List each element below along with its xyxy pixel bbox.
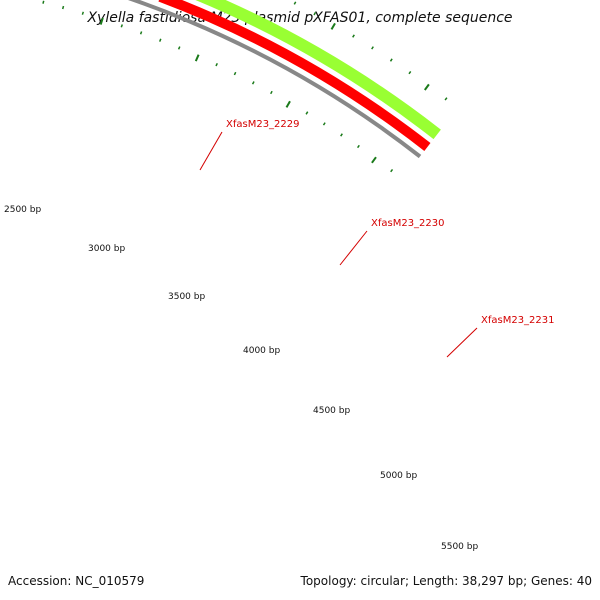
gene-label[interactable]: XfasM23_2231 (481, 315, 555, 326)
tick-mark (270, 90, 273, 95)
tick-mark (423, 83, 430, 91)
gene-leader-line (446, 327, 478, 358)
scale-label: 4500 bp (313, 406, 350, 416)
tick-mark (313, 12, 317, 16)
tick-mark (305, 111, 309, 115)
scale-label: 5000 bp (380, 471, 417, 481)
tick-mark (371, 156, 377, 164)
backbone-arc (127, 0, 422, 159)
tick-mark (330, 22, 336, 30)
tick-mark (233, 71, 237, 76)
tick-mark (81, 11, 85, 15)
tick-mark (293, 1, 297, 5)
reverse-gene-track (158, 0, 431, 151)
reverse-gene-arc[interactable] (158, 0, 431, 151)
accession-label: Accession: NC_010579 (8, 574, 145, 588)
tick-mark (408, 70, 412, 75)
tick-mark (194, 54, 200, 62)
tick-mark (340, 133, 343, 137)
topology-summary: Topology: circular; Length: 38,297 bp; G… (300, 574, 592, 588)
tick-mark (99, 17, 104, 25)
scale-label: 3000 bp (88, 244, 125, 254)
tick-mark (159, 38, 162, 42)
scale-labels: 2500 bp 3000 bp 3500 bp 4000 bp 4500 bp 5000 … (4, 205, 478, 552)
tick-mark (139, 31, 143, 35)
gene-leader-line (339, 230, 368, 266)
tick-mark (215, 62, 218, 67)
forward-gene-arc[interactable] (173, 0, 441, 140)
gene-labels: XfasM23_2229 XfasM23_2230 XfasM23_2231 (199, 119, 555, 358)
tick-mark (251, 81, 255, 85)
tick-mark (389, 58, 393, 62)
scale-label: 2500 bp (4, 205, 41, 215)
tick-mark (285, 100, 291, 108)
forward-gene-track (173, 0, 441, 140)
tick-marks (42, 0, 448, 173)
tick-mark (177, 46, 181, 50)
tick-mark (120, 24, 124, 28)
scale-label: 5500 bp (441, 542, 478, 552)
tick-mark (371, 46, 374, 50)
tick-mark (322, 122, 326, 126)
tick-mark (42, 0, 45, 4)
tick-mark (444, 97, 448, 101)
tick-mark (390, 168, 394, 173)
scale-label: 3500 bp (168, 292, 205, 302)
gene-label[interactable]: XfasM23_2230 (371, 218, 445, 229)
gene-label[interactable]: XfasM23_2229 (226, 119, 300, 130)
scale-label: 4000 bp (243, 346, 280, 356)
gene-leader-line (199, 131, 223, 171)
tick-mark (61, 5, 65, 10)
tick-mark (352, 34, 355, 38)
tick-mark (356, 144, 360, 149)
